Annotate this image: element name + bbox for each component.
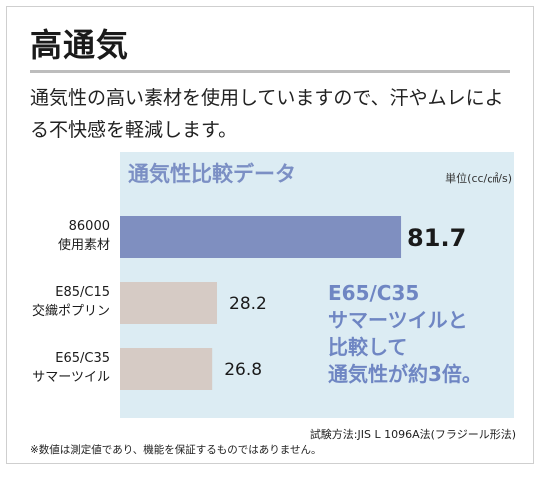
- comparison-callout: E65/C35 サマーツイルと 比較して 通気性が約3倍。: [328, 280, 518, 388]
- value-label: 81.7: [407, 224, 466, 252]
- bar-1: [120, 216, 402, 258]
- callout-line: サマーツイルと: [328, 308, 468, 332]
- chart-title: 通気性比較データ: [128, 162, 296, 186]
- title-divider: [30, 70, 510, 73]
- callout-line: E65/C35: [328, 281, 420, 305]
- category-label: 86000: [69, 219, 110, 234]
- bar-3: [120, 348, 213, 390]
- category-label: E85/C15: [55, 285, 110, 300]
- description-text: 通気性の高い素材を使用していますので、汗やムレによる不快感を軽減します。: [30, 87, 504, 141]
- category-label: 使用素材: [58, 237, 110, 253]
- category-label: 交織ポプリン: [32, 303, 110, 319]
- content-frame: [6, 6, 534, 464]
- callout-line: 通気性が約3倍。: [328, 362, 482, 386]
- page-title: 高通気: [30, 26, 130, 64]
- value-label: 28.2: [229, 294, 267, 314]
- disclaimer-footnote: ※数値は測定値であり、機能を保証するものではありません。: [30, 444, 322, 456]
- bar-2: [120, 282, 218, 324]
- category-label: サマーツイル: [32, 370, 110, 385]
- unit-label: 単位(cc/㎠/s): [445, 172, 512, 185]
- value-label: 26.8: [224, 360, 262, 380]
- callout-line: 比較して: [328, 335, 408, 359]
- test-method-note: 試験方法:JIS L 1096A法(フラジール形法): [309, 428, 516, 441]
- category-label: E65/C35: [55, 351, 110, 366]
